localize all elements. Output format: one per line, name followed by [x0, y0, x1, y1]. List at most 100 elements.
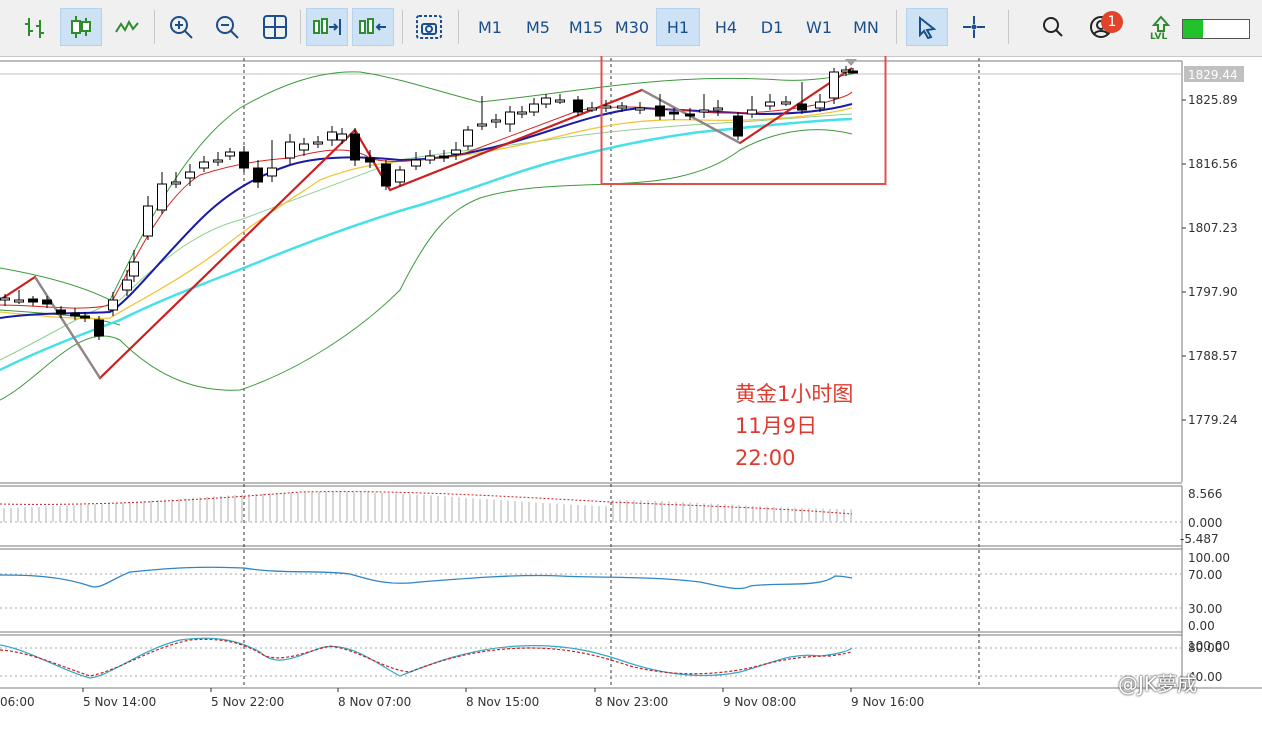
timeframe-h4[interactable]: H4 — [714, 17, 738, 37]
time-tick: 06:00 — [0, 695, 35, 709]
ma-cyan-line — [0, 117, 853, 372]
grid-button[interactable] — [256, 8, 294, 46]
candle-body — [395, 169, 405, 183]
candle-body — [299, 143, 309, 151]
candle-body — [199, 161, 209, 169]
level-up-icon — [1151, 15, 1171, 32]
candle-body — [477, 123, 487, 127]
candle-body — [213, 159, 223, 163]
macd-signal-line — [0, 491, 853, 515]
price-chart-canvas[interactable]: 1829.44 1825.89 1816.56 1807.23 1797.90 … — [0, 48, 1262, 727]
rsi-axis-labels: 100.00 70.00 30.00 0.00 — [1188, 551, 1230, 633]
rsi-tick: 100.00 — [1188, 551, 1230, 565]
candle-body — [829, 71, 839, 99]
price-tick: 1825.89 — [1188, 93, 1238, 107]
screenshot-icon — [416, 15, 442, 39]
candle-body — [635, 107, 645, 111]
crosshair-icon — [963, 16, 985, 38]
price-tick-labels: 1825.89 1816.56 1807.23 1797.90 1788.57 … — [1188, 93, 1238, 427]
notification-badge: 1 — [1101, 11, 1123, 33]
candle-body — [70, 312, 80, 317]
candle-body — [129, 261, 139, 277]
candle-body — [491, 119, 501, 123]
macd-tick: 0.000 — [1188, 516, 1222, 530]
macd-histogram — [3, 492, 852, 522]
macd-axis-labels: 8.566 0.000 -5.487 — [1180, 487, 1222, 546]
stochastic-main-line — [0, 637, 853, 679]
price-tick: 1779.24 — [1188, 413, 1238, 427]
timeframe-m15[interactable]: M15 — [568, 17, 604, 37]
candle-body — [797, 103, 807, 111]
level-up-button[interactable] — [1148, 12, 1174, 38]
candle-body — [765, 101, 775, 107]
time-tick: 9 Nov 08:00 — [723, 695, 796, 709]
watermark: @JK夢成 — [1118, 672, 1198, 696]
candle-body — [56, 309, 66, 315]
candle-body — [463, 129, 473, 147]
candle-body — [815, 101, 825, 109]
zoom-out-button[interactable] — [208, 8, 246, 46]
line-chart-icon — [115, 19, 139, 33]
candle-body — [313, 141, 323, 145]
time-tick: 8 Nov 07:00 — [338, 695, 411, 709]
candlesticks — [0, 66, 858, 340]
zoom-in-button[interactable] — [162, 8, 200, 46]
level-progress-fill — [1183, 20, 1203, 38]
rsi-tick: 30.00 — [1188, 602, 1222, 616]
price-tick: 1807.23 — [1188, 221, 1238, 235]
candle-body — [108, 299, 118, 311]
cursor-button[interactable] — [906, 8, 948, 46]
candle-body — [0, 297, 10, 301]
candle-body — [699, 109, 709, 113]
chart-shift-button[interactable] — [352, 8, 394, 46]
stoch-tick: 100.00 — [1188, 639, 1230, 653]
zigzag-line — [0, 67, 853, 380]
bar-chart-button[interactable] — [16, 8, 54, 46]
current-bar-marker — [845, 59, 857, 66]
timeframe-d1[interactable]: D1 — [760, 17, 784, 37]
autoscroll-button[interactable] — [306, 8, 348, 46]
candle-body — [848, 70, 858, 74]
macd-tick: -5.487 — [1180, 532, 1219, 546]
candlestick-chart-button[interactable] — [60, 8, 102, 46]
price-tick: 1816.56 — [1188, 157, 1238, 171]
search-icon — [1043, 17, 1063, 37]
candle-body — [225, 151, 235, 157]
candle-body — [451, 149, 461, 155]
zigzag-correction-segments — [34, 89, 741, 379]
candle-body — [285, 141, 295, 159]
stoch-tick: 40.00 — [1188, 670, 1222, 684]
line-chart-button[interactable] — [108, 8, 146, 46]
price-tick: 1788.57 — [1188, 349, 1238, 363]
time-tick: 8 Nov 15:00 — [466, 695, 539, 709]
time-tick: 9 Nov 16:00 — [851, 695, 924, 709]
time-axis-labels: 06:00 5 Nov 14:00 5 Nov 22:00 8 Nov 07:0… — [0, 695, 924, 709]
candle-body — [143, 205, 153, 237]
candle-body — [337, 133, 347, 141]
candle-body — [781, 101, 791, 105]
crosshair-button[interactable] — [954, 8, 994, 46]
candle-body — [157, 183, 167, 211]
candle-body — [541, 97, 551, 105]
candle-body — [350, 133, 360, 161]
candle-body — [171, 181, 181, 185]
candle-body — [381, 163, 391, 187]
timeframe-m5[interactable]: M5 — [526, 17, 550, 37]
search-button[interactable] — [1036, 8, 1070, 46]
timeframe-m30[interactable]: M30 — [614, 17, 650, 37]
candle-body — [713, 107, 723, 111]
chart-bars-icon — [25, 18, 44, 38]
zoom-in-icon — [170, 16, 193, 39]
timeframe-w1[interactable]: W1 — [806, 17, 832, 37]
timeframe-h1[interactable]: H1 — [656, 8, 700, 46]
chart-area[interactable]: 1829.44 1825.89 1816.56 1807.23 1797.90 … — [0, 48, 1262, 727]
timeframe-m1[interactable]: M1 — [478, 17, 502, 37]
ma-blue-line — [0, 103, 853, 319]
annotation-title: 黄金1小时图 — [735, 382, 854, 406]
screenshot-button[interactable] — [410, 8, 448, 46]
grid-icon — [263, 15, 287, 39]
candle-body — [517, 111, 527, 115]
candle-body — [28, 298, 38, 303]
annotation-time: 22:00 — [735, 446, 796, 470]
timeframe-mn[interactable]: MN — [853, 17, 879, 37]
